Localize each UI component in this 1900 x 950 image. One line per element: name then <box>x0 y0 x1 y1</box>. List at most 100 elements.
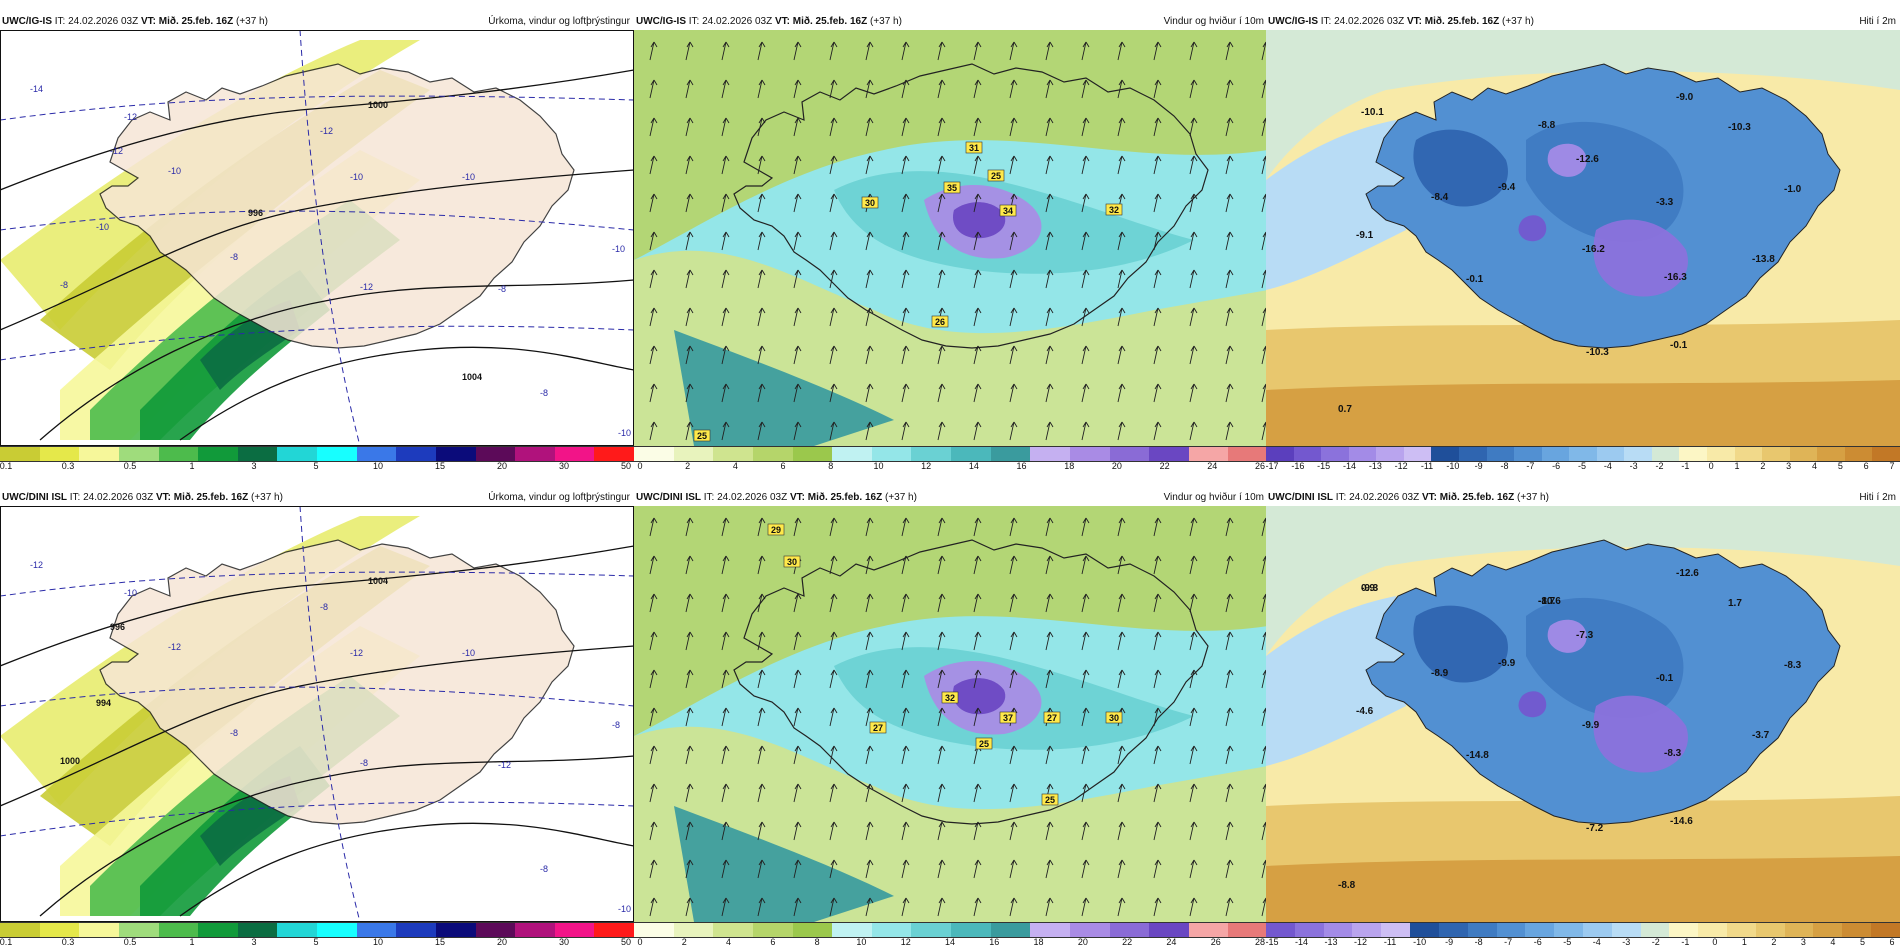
color-scale-tick-label: 30 <box>558 461 570 471</box>
issue-time: IT: 24.02.2026 03Z <box>69 492 156 503</box>
gust-label: 34 <box>999 204 1017 217</box>
color-scale-ticks: -17 -16 -15 -14 -13 -12 -11 -10 -9 -8 -7 -6 -5 -4 -3 -2… <box>1266 461 1900 474</box>
svg-text:37: 37 <box>1003 713 1013 723</box>
color-scale-tick-label: 22 <box>1122 937 1133 947</box>
color-scale-tick-label: 28 <box>1254 937 1266 947</box>
map-contour-label: 996 <box>248 208 263 218</box>
model-name: UWC/DINI ISL <box>636 492 701 503</box>
color-scale-tick-label: -14 <box>1342 461 1357 471</box>
color-scale-bar <box>634 922 1268 938</box>
map-contour-label: -12 <box>168 642 181 652</box>
color-scale-tick-label: 2 <box>1760 461 1766 471</box>
temperature-value-label: -8.9 <box>1431 668 1449 679</box>
color-scale-swatch <box>1431 447 1459 461</box>
color-scale-tick-label: -15 <box>1266 937 1279 947</box>
panel-header: UWC/IG-IS IT: 24.02.2026 03Z VT: Mið. 25… <box>0 14 634 30</box>
valid-time: Mið. 25.feb. 16Z <box>1424 16 1500 27</box>
panel-title: Vindur og hviður í 10m <box>1163 16 1264 27</box>
valid-time: Mið. 25.feb. 16Z <box>173 492 249 503</box>
issue-time: IT: 24.02.2026 03Z <box>703 492 790 503</box>
iceland-coastline <box>733 63 1209 349</box>
issue-time: IT: 24.02.2026 03Z <box>1335 492 1422 503</box>
temperature-value-label: 0.7 <box>1338 404 1352 415</box>
issue-time: IT: 24.02.2026 03Z <box>1320 16 1407 27</box>
color-scale-tick-label: -2 <box>1651 937 1660 947</box>
valid-time: Mið. 25.feb. 16Z <box>1439 492 1515 503</box>
color-scale-swatch <box>1813 923 1843 937</box>
temperature-value-label: -9.0 <box>1676 92 1694 103</box>
lead-time: (+37 h) <box>1516 492 1549 503</box>
color-scale-tick-label: -1 <box>1681 937 1690 947</box>
color-scale-tick-label: 0 <box>637 461 643 471</box>
color-scale-tick-label: 1 <box>1734 461 1740 471</box>
color-scale-swatch <box>594 447 634 461</box>
model-name: UWC/IG-IS <box>636 16 686 27</box>
color-scale-ticks: 0.1 0.3 0.5 1 3 5 10 15 20 30 50 <box>0 937 634 950</box>
svg-text:30: 30 <box>865 198 875 208</box>
color-scale-swatch <box>277 447 317 461</box>
color-scale-swatch <box>911 923 951 937</box>
color-scale-swatch <box>39 447 80 461</box>
model-name: UWC/IG-IS <box>2 16 52 27</box>
color-scale-swatch <box>1030 923 1070 937</box>
temperature-dashed-lines <box>0 506 634 922</box>
map-contour-label: -8 <box>540 864 548 874</box>
color-scale-tick-label: 6 <box>1863 461 1869 471</box>
gust-label: 25 <box>975 737 993 750</box>
panel-title: Úrkoma, vindur og loftþrýstingur <box>488 492 630 503</box>
color-scale-tick-label: 4 <box>726 937 732 947</box>
color-scale-swatch <box>79 923 119 937</box>
temperature-value-label: -8.8 <box>1538 120 1556 131</box>
temperature-value-label: -16.3 <box>1664 272 1687 283</box>
color-scale-tick-label: 14 <box>944 937 956 947</box>
map-panel-p6: UWC/DINI ISL IT: 24.02.2026 03Z VT: Mið.… <box>1266 490 1900 950</box>
color-scale-tick-label: 10 <box>372 937 384 947</box>
color-scale-tick-label: 6 <box>1889 937 1895 947</box>
color-scale-swatch <box>1698 923 1727 937</box>
color-scale-tick-label: 5 <box>1859 937 1865 947</box>
color-scale-swatch <box>1871 923 1900 937</box>
temperature-value-label: -13.8 <box>1752 254 1775 265</box>
color-scale-tick-label: 30 <box>558 937 570 947</box>
color-scale-swatch <box>396 447 436 461</box>
color-scale-swatch <box>1755 923 1785 937</box>
map-contour-label: -10 <box>618 904 631 914</box>
temperature-value-label: -7.3 <box>1576 630 1594 641</box>
wind-arrows <box>649 517 1268 917</box>
color-scale-tick-label: 50 <box>620 461 632 471</box>
color-scale-swatch <box>1734 447 1763 461</box>
map-contour-label: -10 <box>462 648 475 658</box>
color-scale-swatch <box>1403 447 1432 461</box>
temperature-value-label: -3.7 <box>1752 730 1770 741</box>
panel-header: UWC/IG-IS IT: 24.02.2026 03Z VT: Mið. 25… <box>634 14 1268 30</box>
color-scale-swatch <box>990 923 1031 937</box>
color-scale-tick-label: 6 <box>770 937 776 947</box>
color-scale-tick-label: -1 <box>1681 461 1690 471</box>
model-name: UWC/DINI ISL <box>2 492 67 503</box>
temperature-value-label: -9.3 <box>1361 583 1379 594</box>
color-scale-tick-label: 26 <box>1210 937 1221 947</box>
color-scale-tick-label: 50 <box>620 937 632 947</box>
color-scale: 0.1 0.3 0.5 1 3 5 10 15 20 30 50 <box>0 446 634 474</box>
color-scale-swatch <box>1458 447 1487 461</box>
color-scale-tick-label: 24 <box>1166 937 1177 947</box>
color-scale-swatch <box>317 447 357 461</box>
temperature-value-label: -10.6 <box>1538 596 1561 607</box>
color-scale-swatch <box>118 923 159 937</box>
color-scale-tick-label: -12 <box>1354 937 1368 947</box>
temperature-cold-cores <box>1413 121 1688 297</box>
color-scale-tick-label: 1 <box>189 461 195 471</box>
iceland-map: 29 30 32 37 27 30 25 27 25 <box>634 506 1268 922</box>
color-scale-swatch <box>832 923 872 937</box>
temperature-value-label: -9.9 <box>1498 658 1516 669</box>
gust-label: 32 <box>1105 203 1123 216</box>
color-scale-swatch <box>634 923 674 937</box>
color-scale-tick-label: -13 <box>1324 937 1338 947</box>
color-scale: 0.1 0.3 0.5 1 3 5 10 15 20 30 50 <box>0 922 634 950</box>
color-scale-tick-label: -11 <box>1420 461 1434 471</box>
color-scale-tick-label: 4 <box>1830 937 1836 947</box>
color-scale-swatch <box>1669 923 1699 937</box>
color-scale-tick-label: -6 <box>1533 937 1542 947</box>
color-scale-swatch <box>634 447 674 461</box>
iceland-map: -12 996 994 1000 -10 -12 -8 -12 -10 -12 -8 -8 -10 -8 -… <box>0 506 634 922</box>
